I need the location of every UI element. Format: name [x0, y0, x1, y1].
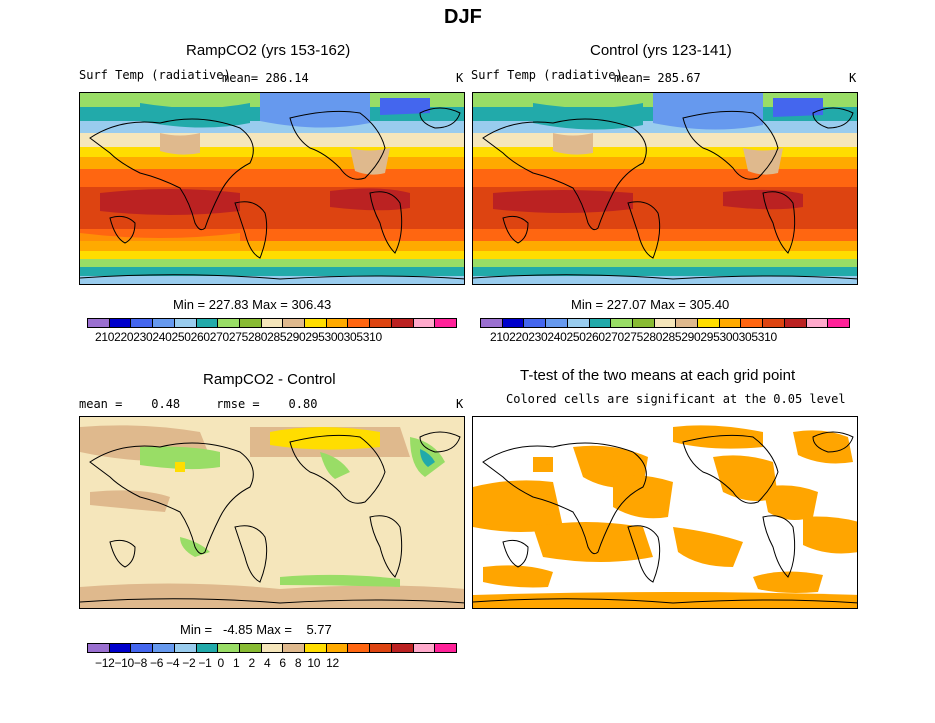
ttest-significance-map: [472, 416, 858, 609]
diff-unit-label: K: [456, 397, 464, 411]
diff-minmax-label: Min = -4.85 Max = 5.77: [180, 622, 332, 637]
control-colorbar-swatch: [632, 319, 655, 327]
diff-colorbar-swatch: [131, 644, 154, 652]
control-colorbar-swatch: [763, 319, 785, 327]
control-colorbar-swatch: [828, 319, 849, 327]
diff-panel-title: RampCO2 - Control: [203, 371, 336, 388]
diff-colorbar-swatch: [391, 644, 414, 652]
ramp-colorbar-swatch: [261, 319, 284, 327]
control-colorbar-swatch: [567, 319, 590, 327]
control-colorbar-swatch: [524, 319, 547, 327]
control-temperature-map: [472, 92, 858, 285]
control-panel-title: Control (yrs 123-141): [590, 42, 732, 59]
ramp-colorbar-swatch: [435, 319, 456, 327]
ramp-temperature-map: [79, 92, 465, 285]
ramp-colorbar-swatch: [239, 319, 262, 327]
control-minmax-label: Min = 227.07 Max = 305.40: [571, 297, 730, 312]
diff-colorbar: [87, 643, 457, 653]
control-colorbar-swatch: [698, 319, 720, 327]
ramp-colorbar-swatch: [391, 319, 414, 327]
ramp-variable-label: Surf Temp (radiative): [79, 68, 231, 82]
ramp-colorbar-swatch: [305, 319, 327, 327]
control-colorbar-swatch: [741, 319, 764, 327]
diff-temperature-map: [79, 416, 465, 609]
control-colorbar-swatch: [502, 319, 525, 327]
control-colorbar-labels: 2102202302402502602702752802852902953003…: [490, 330, 777, 344]
diff-colorbar-swatch: [239, 644, 262, 652]
ramp-colorbar-swatch: [326, 319, 349, 327]
figure-title: DJF: [444, 6, 482, 28]
ramp-colorbar-swatch: [348, 319, 371, 327]
ramp-colorbar-swatch: [109, 319, 132, 327]
control-unit-label: K: [849, 71, 857, 85]
diff-stats-label: mean = 0.48 rmse = 0.80: [79, 397, 318, 411]
ttest-panel-title: T-test of the two means at each grid poi…: [520, 367, 796, 384]
control-colorbar-swatch: [784, 319, 807, 327]
diff-colorbar-swatch: [153, 644, 175, 652]
ramp-colorbar-swatch: [153, 319, 175, 327]
ramp-minmax-label: Min = 227.83 Max = 306.43: [173, 297, 332, 312]
diff-colorbar-swatch: [413, 644, 436, 652]
diff-colorbar-swatch: [305, 644, 327, 652]
diff-colorbar-swatch: [348, 644, 371, 652]
ramp-mean-label: mean= 286.14: [222, 71, 309, 85]
ramp-colorbar-swatch: [174, 319, 197, 327]
control-colorbar-swatch: [481, 319, 503, 327]
diff-colorbar-swatch: [326, 644, 349, 652]
control-colorbar-swatch: [676, 319, 699, 327]
control-colorbar-swatch: [546, 319, 568, 327]
ramp-colorbar-swatch: [218, 319, 240, 327]
ramp-colorbar-labels: 2102202302402502602702752802852902953003…: [95, 330, 382, 344]
control-mean-label: mean= 285.67: [614, 71, 701, 85]
diff-colorbar-swatch: [261, 644, 284, 652]
control-variable-label: Surf Temp (radiative): [471, 68, 623, 82]
control-colorbar-swatch: [589, 319, 612, 327]
control-colorbar-swatch: [806, 319, 829, 327]
control-colorbar-swatch: [654, 319, 677, 327]
ramp-colorbar-swatch: [131, 319, 154, 327]
ramp-unit-label: K: [456, 71, 464, 85]
control-colorbar: [480, 318, 850, 328]
diff-colorbar-labels: −12−10−8 −6 −4 −2 −1 0 1 2 4 6 8 10 12: [95, 656, 339, 670]
ramp-colorbar-swatch: [413, 319, 436, 327]
control-colorbar-swatch: [611, 319, 633, 327]
diff-colorbar-swatch: [218, 644, 240, 652]
diff-colorbar-swatch: [174, 644, 197, 652]
diff-colorbar-swatch: [109, 644, 132, 652]
control-colorbar-swatch: [719, 319, 742, 327]
ramp-panel-title: RampCO2 (yrs 153-162): [186, 42, 351, 59]
diff-colorbar-swatch: [435, 644, 456, 652]
ramp-colorbar-swatch: [88, 319, 110, 327]
diff-colorbar-swatch: [370, 644, 392, 652]
ramp-colorbar-swatch: [283, 319, 306, 327]
ttest-subtitle: Colored cells are significant at the 0.0…: [506, 392, 846, 406]
ramp-colorbar-swatch: [196, 319, 219, 327]
ramp-colorbar: [87, 318, 457, 328]
diff-colorbar-swatch: [283, 644, 306, 652]
diff-colorbar-swatch: [196, 644, 219, 652]
diff-colorbar-swatch: [88, 644, 110, 652]
ramp-colorbar-swatch: [370, 319, 392, 327]
